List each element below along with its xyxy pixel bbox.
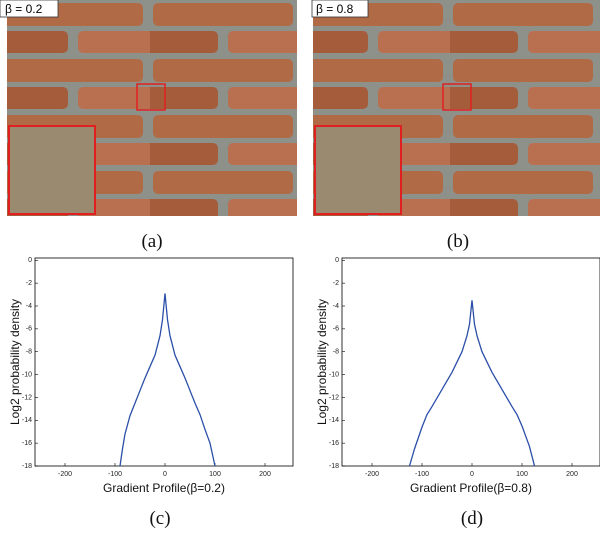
y-tick-label: -4: [26, 303, 32, 310]
y-tick-label: -16: [22, 440, 32, 447]
profile-line: [119, 293, 216, 467]
y-tick-label: -16: [329, 440, 339, 447]
y-tick-label: -8: [26, 349, 32, 356]
y-axis-label: Log2 probability density: [315, 299, 329, 425]
y-axis-label: Log2 probability density: [8, 299, 22, 425]
y-tick-label: -2: [333, 280, 339, 287]
x-tick-label: 0: [163, 471, 167, 478]
x-axis-label: Gradient Profile(β=0.2): [103, 481, 225, 495]
x-tick-label: -100: [108, 471, 122, 478]
y-tick-label: -18: [22, 463, 32, 470]
x-tick-label: 200: [566, 471, 578, 478]
y-tick-label: -8: [333, 349, 339, 356]
plot-frame: [34, 257, 294, 467]
y-tick-label: -12: [22, 394, 32, 401]
y-tick-label: 0: [335, 257, 339, 264]
y-tick-label: -2: [26, 280, 32, 287]
x-tick-label: -100: [415, 471, 429, 478]
plot-frame: [341, 257, 600, 467]
y-tick-label: -18: [329, 463, 339, 470]
y-tick-label: -12: [329, 394, 339, 401]
y-tick-label: -10: [22, 371, 32, 378]
y-tick-label: -14: [329, 417, 339, 424]
y-tick-label: -14: [22, 417, 32, 424]
x-tick-label: -200: [58, 471, 72, 478]
y-tick-label: -10: [329, 371, 339, 378]
caption: (c): [149, 508, 170, 529]
image-a: β = 0.2: [0, 0, 297, 216]
image-label: β = 0.2: [5, 2, 43, 16]
y-tick-label: 0: [28, 257, 32, 264]
profile-line: [408, 300, 536, 467]
x-tick-label: 200: [259, 471, 271, 478]
caption: (a): [141, 231, 162, 252]
y-tick-label: -6: [26, 326, 32, 333]
y-tick-label: -4: [333, 303, 339, 310]
x-tick-label: 100: [209, 471, 221, 478]
caption: (d): [461, 508, 483, 529]
x-axis-label: Gradient Profile(β=0.8): [410, 481, 532, 495]
y-tick-label: -6: [333, 326, 339, 333]
x-tick-label: -200: [365, 471, 379, 478]
x-tick-label: 100: [516, 471, 528, 478]
caption: (b): [447, 231, 469, 252]
image-label: β = 0.8: [316, 2, 354, 16]
image-b: β = 0.8: [311, 0, 600, 216]
x-tick-label: 0: [470, 471, 474, 478]
